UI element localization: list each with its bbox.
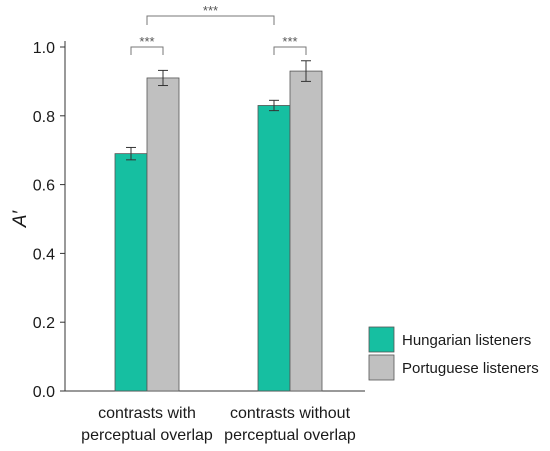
between-bracket	[146, 15, 275, 25]
y-axis-label: A′	[10, 209, 31, 228]
bars	[114, 70, 323, 392]
within-bracket	[273, 46, 307, 55]
bar-hungarian-0	[114, 153, 148, 392]
y-tick-label: 0.2	[33, 315, 55, 332]
significance-brackets: *** *** ***	[130, 3, 307, 55]
y-tick-label: 0.6	[33, 178, 55, 195]
legend-label: Portuguese listeners	[402, 360, 539, 377]
category-label: contrasts with	[98, 405, 196, 422]
error-bars	[126, 60, 311, 161]
significance-label: ***	[203, 3, 218, 18]
category-label: contrasts without	[230, 405, 351, 422]
bar-hungarian-1	[257, 105, 291, 392]
bar-portuguese-1	[289, 70, 323, 392]
legend: Hungarian listeners Portuguese listeners	[368, 326, 539, 381]
y-tick-label: 0.0	[33, 384, 55, 401]
y-tick-label: 0.4	[33, 246, 55, 263]
legend-label: Hungarian listeners	[402, 332, 531, 349]
y-tick-label: 1.0	[33, 40, 55, 57]
category-label: perceptual overlap	[81, 427, 213, 444]
legend-swatch	[368, 354, 395, 381]
within-bracket	[130, 46, 164, 55]
x-category-labels: contrasts with perceptual overlap contrast…	[81, 405, 356, 444]
significance-label: ***	[139, 34, 154, 49]
legend-swatch	[368, 326, 395, 353]
y-tick-label: 0.8	[33, 109, 55, 126]
category-label: perceptual overlap	[224, 427, 356, 444]
significance-label: ***	[282, 34, 297, 49]
bar-portuguese-0	[146, 77, 180, 392]
